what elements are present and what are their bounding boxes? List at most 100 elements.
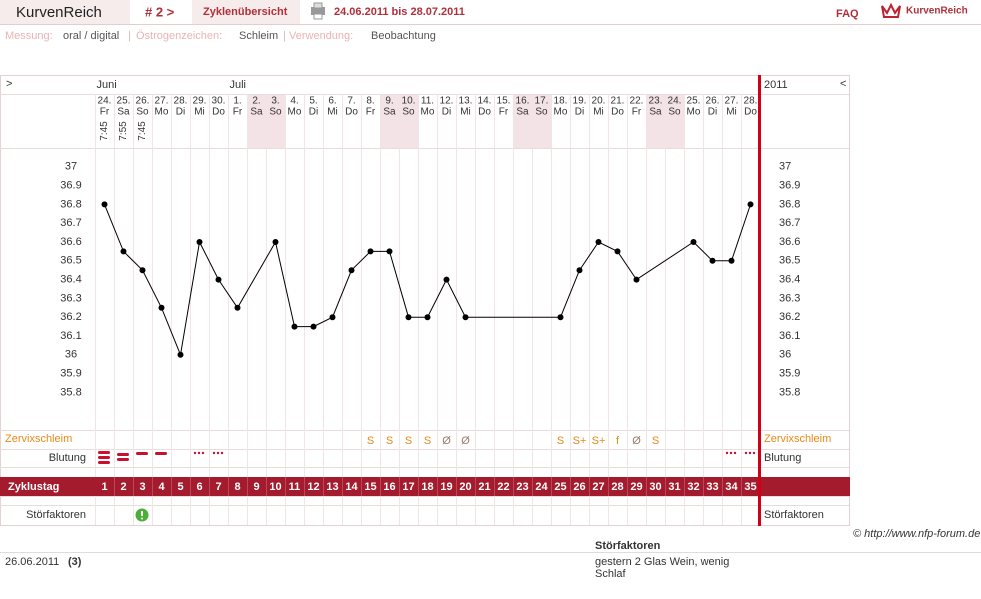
day-highlight [399,94,418,148]
temperature-point [443,276,450,283]
cycle-day: 25 [554,481,566,493]
weekday-label: So [136,107,149,118]
date-label: 9. [385,96,393,107]
temperature-point [386,248,393,255]
temperature-point [747,201,754,208]
row-label: Störfaktoren [26,509,86,521]
date-label: 28. [744,96,758,107]
tab-label[interactable]: Zyklenübersicht [203,6,288,18]
date-label: 8. [366,96,374,107]
date-label: 23. [649,96,663,107]
weekday-label: Di [575,107,584,118]
temperature-point [367,248,374,255]
y-tick-label: 36.8 [779,198,800,210]
y-tick-label: 36.3 [779,292,800,304]
date-label: 19. [573,96,587,107]
y-tick-label: 36.1 [60,330,81,342]
cycle-day: 34 [725,481,738,493]
y-tick-label: 36.2 [60,311,81,323]
faq-link[interactable]: FAQ [836,8,859,20]
y-tick-label: 36.7 [779,217,800,229]
temperature-point [595,239,602,245]
weekday-label: Di [442,107,451,118]
date-label: 20. [592,96,606,107]
y-tick-label: 35.8 [60,386,81,398]
cycle-day: 11 [289,481,301,493]
day-highlight [532,94,551,148]
logo-text: KurvenReich [906,6,968,17]
cycle-day: 31 [668,481,680,493]
cycle-nav[interactable]: # 2 > [145,4,175,19]
setting-label: Östrogenzeichen: [136,30,222,42]
temperature-point [196,239,203,245]
cycle-day: 29 [630,481,642,493]
weekday-label: Mo [288,107,302,118]
date-label: 14. [478,96,492,107]
y-tick-label: 35.9 [779,368,800,380]
temperature-point [633,276,640,283]
temperature-point [462,314,469,321]
y-tick-label: 36.4 [60,274,81,286]
cycle-day: 28 [611,481,623,493]
mucus-value: Ø [461,435,470,447]
setting-label: Verwendung: [289,30,353,42]
weekday-label: Di [708,107,717,118]
cycle-day: 27 [592,481,604,493]
tab-bg [0,0,130,24]
mucus-value: S+ [573,435,587,447]
weekday-label: Mo [155,107,169,118]
date-range: 24.06.2011 bis 28.07.2011 [334,6,465,18]
cycle-day: 7 [215,481,221,493]
cycle-day-row [0,477,850,496]
weekday-label: Mi [327,107,338,118]
temperature-point [234,304,241,311]
row-label: Zervixschleim [764,433,831,445]
mucus-value: Ø [442,435,451,447]
weekday-label: Do [744,107,757,118]
cycle-day: 21 [478,481,490,493]
weekday-label: So [668,107,681,118]
temperature-point [728,257,735,264]
weekday-label: Mi [726,107,737,118]
mucus-value: S [386,435,393,447]
weekday-label: Fr [233,107,243,118]
y-tick-label: 36.6 [60,236,81,248]
weekday-label: Mi [593,107,604,118]
date-label: 18. [554,96,568,107]
y-tick-label: 36.6 [779,236,800,248]
date-label: 26. [136,96,150,107]
date-label: 27. [155,96,169,107]
nav-next: > [6,78,12,90]
temperature-point [310,323,317,330]
temperature-point [405,314,412,321]
date-label: 30. [212,96,226,107]
tab-bg [192,0,300,24]
temperature-point [177,351,184,358]
date-label: 4. [290,96,298,107]
mucus-value: S [367,435,374,447]
weekday-label: Di [309,107,318,118]
setting-value: Beobachtung [371,30,436,42]
y-tick-label: 36 [779,349,791,361]
temperature-point [576,267,583,274]
cycle-day: 12 [307,481,319,493]
y-tick-label: 36.7 [60,217,81,229]
weekday-label: Do [611,107,624,118]
printer-icon[interactable] [311,2,325,20]
temperature-point [709,257,716,264]
temperature-point [139,267,146,274]
cycle-day: 15 [364,481,376,493]
y-tick-label: 36.8 [60,198,81,210]
weekday-label: So [402,107,415,118]
date-label: 28. [174,96,188,107]
disturbance-icon[interactable] [135,508,149,522]
weekday-label: Fr [366,107,376,118]
app-name[interactable]: KurvenReich [16,4,102,21]
entry-note: gestern 2 Glas Wein, wenig Schlaf [595,556,730,580]
cycle-day: 8 [234,481,240,493]
temperature-point [120,248,127,255]
separator: | [283,30,286,42]
month-label: Juni [97,79,117,91]
row-label: Blutung [49,452,86,464]
